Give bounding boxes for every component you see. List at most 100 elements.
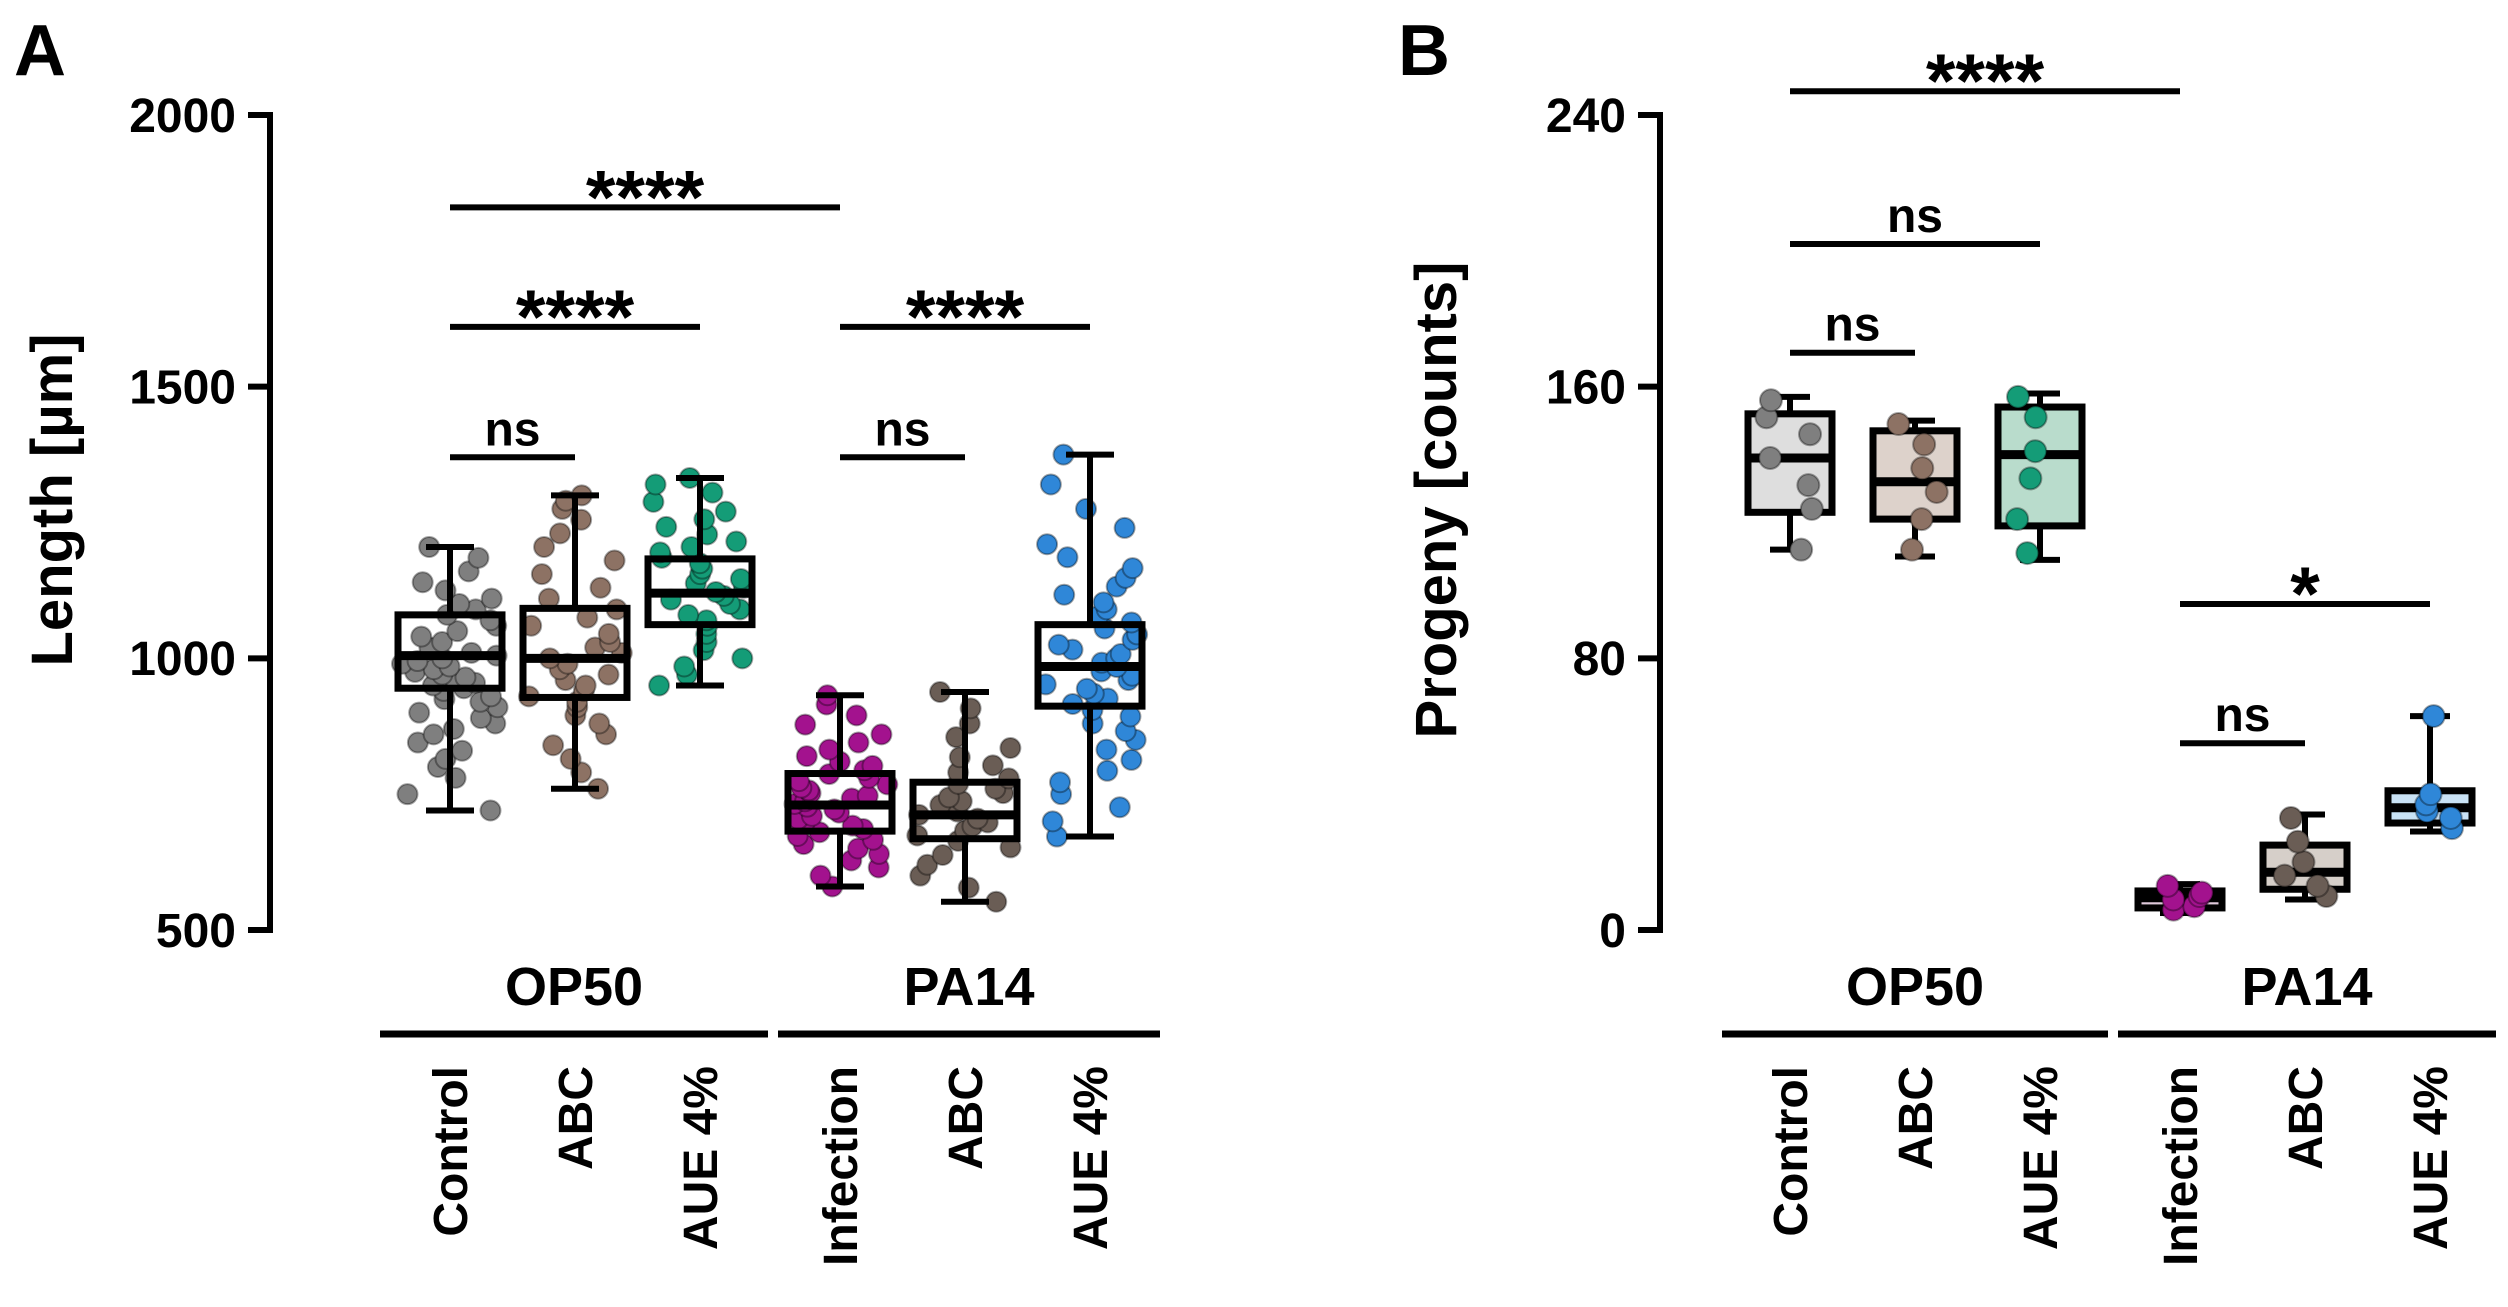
group-B-0-control [1744, 388, 1836, 562]
data-point [1886, 412, 1911, 437]
data-point [1798, 422, 1823, 447]
data-point [644, 473, 667, 496]
data-point [422, 723, 445, 746]
panel-letter-B: B [1398, 11, 1450, 91]
x-treatment-label: ABC [940, 1066, 993, 1170]
y-axis-title: Progeny [counts] [1404, 262, 1469, 739]
data-point [396, 783, 419, 806]
significance-label-asterisks: **** [586, 155, 705, 240]
data-point [655, 515, 678, 538]
data-point [1900, 537, 1925, 562]
significance-label-asterisks: * [2290, 552, 2320, 637]
data-point [548, 522, 571, 545]
x-treatment-label: ABC [1890, 1066, 1943, 1170]
significance-label-ns: ns [1824, 299, 1880, 352]
data-point [1121, 557, 1144, 580]
data-point [729, 568, 752, 591]
panel-A: A Length [µm] 2000 1500 1000 500 Control ABC AUE… [14, 11, 1160, 1266]
data-point [1056, 546, 1079, 569]
y-tick-label: 2000 [129, 90, 236, 143]
y-tick-label: 1500 [129, 361, 236, 414]
data-point [2305, 873, 2330, 898]
data-point [957, 876, 980, 899]
data-point [1113, 516, 1136, 539]
panel-B: B Progeny [counts] 240 160 80 0 Control ABC AUE … [1398, 11, 2496, 1266]
data-point [588, 712, 611, 735]
data-point [542, 734, 565, 757]
data-point [731, 647, 754, 670]
x-treatment-label: ABC [550, 1066, 603, 1170]
significance-label-ns: ns [484, 403, 540, 456]
data-point [714, 500, 737, 523]
significance-label-asterisks: **** [1926, 39, 2045, 124]
data-point [1108, 796, 1131, 819]
data-point [530, 563, 553, 586]
data-point [1910, 456, 1935, 481]
x-treatment-label: AUE 4% [675, 1066, 728, 1250]
data-point [2015, 541, 2040, 566]
group-B-2-aue-4- [1994, 384, 2086, 566]
y-tick-label: 160 [1546, 361, 1626, 414]
data-point [870, 723, 893, 746]
data-point [589, 576, 612, 599]
x-treatment-label: Infection [815, 1066, 868, 1266]
data-point [2005, 507, 2030, 532]
data-point [1909, 507, 1934, 532]
x-treatment-label: AUE 4% [2015, 1066, 2068, 1250]
significance-label-ns: ns [1887, 190, 1943, 243]
data-point [2285, 829, 2310, 854]
data-point [2291, 850, 2316, 875]
data-point [981, 754, 1004, 777]
data-point [479, 799, 502, 822]
data-point [845, 704, 868, 727]
data-point [1041, 810, 1064, 833]
data-point [2189, 880, 2214, 905]
data-point [1799, 496, 1824, 521]
group-B-1-abc [1869, 412, 1961, 562]
data-point [410, 625, 433, 648]
y-tick-label: 500 [156, 905, 236, 958]
data-point [818, 738, 841, 761]
data-point [2023, 439, 2048, 464]
section-label-op50: OP50 [505, 957, 643, 1017]
data-point [2018, 466, 2043, 491]
data-point [2006, 384, 2031, 409]
data-point [411, 571, 434, 594]
data-point [931, 844, 954, 867]
data-point [847, 837, 870, 860]
data-point [2278, 805, 2303, 830]
data-point [701, 481, 724, 504]
data-point [1796, 473, 1821, 498]
group-B-5-aue-4- [2384, 704, 2476, 841]
x-treatment-label: AUE 4% [1065, 1066, 1118, 1250]
data-point [1075, 497, 1098, 520]
data-point [2155, 873, 2180, 898]
x-treatment-label: Control [1765, 1066, 1818, 1237]
y-tick-label: 0 [1599, 905, 1626, 958]
data-point [725, 530, 748, 553]
group-A-2-aue-4- [642, 466, 756, 697]
x-treatment-label: Infection [2155, 1066, 2208, 1266]
significance-label-asterisks: **** [906, 275, 1025, 360]
data-point [1789, 537, 1814, 562]
data-point [1036, 533, 1059, 556]
group-A-1-abc [517, 484, 633, 800]
panel-letter-A: A [14, 11, 66, 91]
y-tick-label: 240 [1546, 90, 1626, 143]
data-point [1924, 479, 1949, 504]
x-treatment-label: ABC [2280, 1066, 2333, 1170]
data-point [451, 739, 474, 762]
y-tick-label: 80 [1573, 633, 1626, 686]
data-point [597, 622, 620, 645]
group-A-5-aue-4- [1034, 443, 1149, 848]
box [519, 604, 631, 701]
data-point [999, 736, 1022, 759]
data-point [597, 663, 620, 686]
data-point [2023, 405, 2048, 430]
section-label-pa14: PA14 [903, 957, 1034, 1017]
data-point [2272, 863, 2297, 888]
data-point [603, 549, 626, 572]
data-point [794, 713, 817, 736]
data-point [847, 731, 870, 754]
significance-label-ns: ns [874, 403, 930, 456]
